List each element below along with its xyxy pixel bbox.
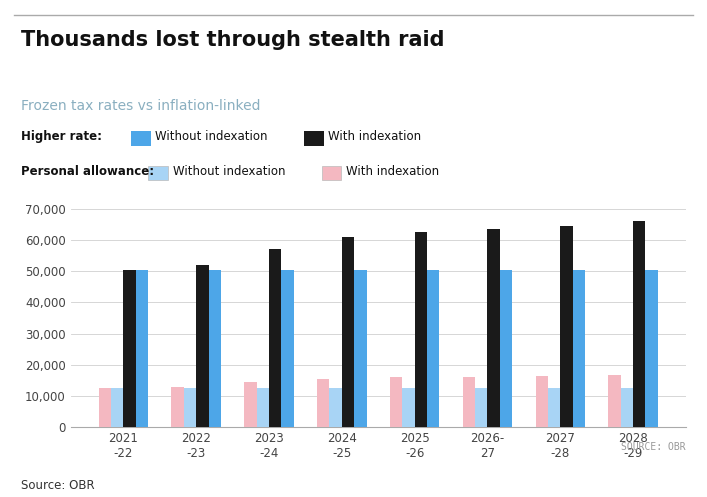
Bar [462, 377, 475, 427]
Bar [548, 388, 560, 427]
Bar [633, 221, 645, 427]
Bar [281, 270, 294, 427]
Bar [111, 388, 124, 427]
Bar [573, 270, 585, 427]
Bar [245, 382, 257, 427]
Bar [608, 375, 621, 427]
Text: Source: OBR: Source: OBR [21, 479, 95, 492]
Text: Without indexation: Without indexation [155, 130, 267, 143]
Bar [184, 388, 197, 427]
Bar [560, 226, 573, 427]
Bar [317, 379, 329, 427]
Bar [269, 249, 281, 427]
Bar [535, 376, 548, 427]
Bar [209, 270, 221, 427]
Bar [99, 388, 111, 427]
Bar [621, 388, 633, 427]
Bar [124, 270, 136, 427]
Bar [427, 270, 440, 427]
Text: With indexation: With indexation [346, 165, 439, 178]
Bar [402, 388, 414, 427]
Bar [136, 270, 148, 427]
Text: With indexation: With indexation [328, 130, 421, 143]
Bar [487, 229, 500, 427]
Bar [342, 237, 354, 427]
Bar [475, 388, 487, 427]
Bar [257, 388, 269, 427]
Bar [390, 377, 402, 427]
Text: SOURCE: OBR: SOURCE: OBR [621, 442, 686, 452]
Text: Thousands lost through stealth raid: Thousands lost through stealth raid [21, 30, 445, 50]
Text: Personal allowance:: Personal allowance: [21, 165, 154, 178]
Bar [354, 270, 367, 427]
Text: Higher rate:: Higher rate: [21, 130, 103, 143]
Bar [645, 270, 658, 427]
Text: Without indexation: Without indexation [173, 165, 285, 178]
Bar [500, 270, 512, 427]
Text: Frozen tax rates vs inflation-linked: Frozen tax rates vs inflation-linked [21, 99, 261, 113]
Bar [172, 387, 184, 427]
Bar [414, 232, 427, 427]
Bar [329, 388, 342, 427]
Bar [197, 265, 209, 427]
